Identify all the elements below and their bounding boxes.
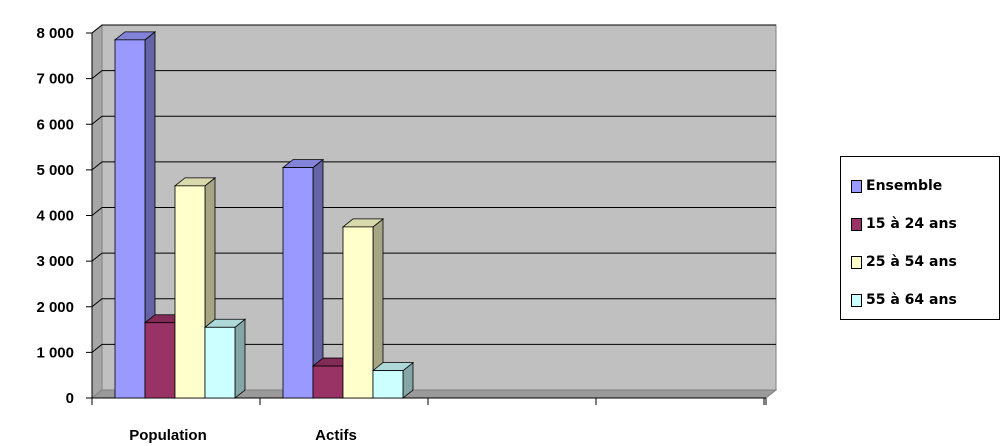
y-tick-label: 7 000 [36,71,74,88]
gridline [91,343,776,353]
legend-label-15-24: 15 à 24 ans [866,216,957,232]
legend-swatch-ensemble [851,179,862,193]
y-tick-label: 8 000 [36,25,74,42]
gridline [91,252,776,262]
legend-label-55-64: 55 à 64 ans [866,292,957,308]
y-tick-label: 1 000 [36,344,74,361]
bar [282,167,314,399]
y-tick-label: 3 000 [36,253,74,270]
x-tick-label: Actifs [315,427,357,444]
y-tick-label: 6 000 [36,116,74,133]
gridline [91,161,776,171]
gridline [91,298,776,308]
bar [144,322,176,399]
bar [204,326,236,399]
legend-item-15-24: 15 à 24 ans [851,212,957,236]
legend-item-25-54: 25 à 54 ans [851,250,957,274]
legend-swatch-25-54 [851,255,862,269]
legend-swatch-55-64 [851,293,862,307]
bar [114,39,146,399]
bar [312,365,344,399]
gridline [91,70,776,80]
bar [342,226,374,399]
legend-label-ensemble: Ensemble [866,178,943,194]
y-tick-label: 5 000 [36,162,74,179]
y-tick-label: 2 000 [36,299,74,316]
gridline [91,115,776,125]
bar [372,370,404,399]
legend-label-25-54: 25 à 54 ans [866,254,957,270]
x-tick-label: Population [129,427,207,444]
bar-side [234,318,246,399]
legend: Ensemble 15 à 24 ans 25 à 54 ans 55 à 64… [840,156,1000,320]
bar [174,185,206,399]
y-tick-label: 0 [66,390,74,407]
y-tick-label: 4 000 [36,208,74,225]
gridline [91,207,776,216]
legend-item-55-64: 55 à 64 ans [851,288,957,312]
gridline [91,24,776,34]
legend-item-ensemble: Ensemble [851,174,942,198]
legend-swatch-15-24 [851,217,862,231]
